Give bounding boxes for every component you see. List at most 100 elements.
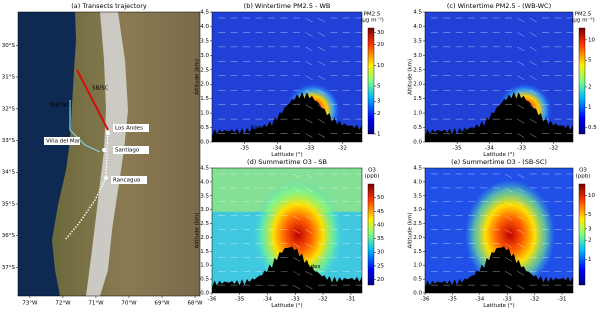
x-axis-label: Latitude (°) bbox=[271, 303, 302, 309]
wind-arrow bbox=[292, 229, 301, 234]
x-tick-label: 73°W bbox=[22, 301, 38, 307]
y-tick-label: 2.0 bbox=[200, 235, 209, 241]
y-tick-label: 4.0 bbox=[413, 24, 422, 30]
colorbar-tick-label: 10 bbox=[377, 63, 384, 69]
transect-points bbox=[64, 129, 109, 241]
colorbar-label: PM2.5 bbox=[575, 12, 592, 18]
y-tick-label: 2.5 bbox=[200, 67, 209, 73]
annotation: Rancagua bbox=[251, 125, 278, 131]
heatmap bbox=[212, 168, 363, 293]
wind-arrow bbox=[504, 229, 513, 234]
wind-arrow bbox=[305, 75, 313, 80]
x-tick-label: -33 bbox=[291, 297, 300, 303]
terrain bbox=[425, 91, 573, 142]
y-tick-label: 4.5 bbox=[200, 10, 209, 16]
x-tick-label: 68°W bbox=[187, 301, 203, 307]
wind-arrow bbox=[292, 257, 301, 262]
wind-arrow bbox=[317, 104, 326, 109]
wind-arrow bbox=[317, 61, 326, 66]
plot-frame bbox=[424, 11, 574, 143]
wind-arrow bbox=[305, 284, 313, 290]
annotation: Los Andes bbox=[292, 264, 320, 270]
wind-arrow bbox=[317, 118, 326, 124]
y-tick-label: 33°S bbox=[2, 138, 16, 144]
y-tick-label: 4.0 bbox=[413, 179, 422, 185]
site bbox=[106, 131, 110, 135]
wind-arrow bbox=[529, 46, 537, 52]
y-tick-label: 32°S bbox=[2, 106, 16, 112]
wind-arrow bbox=[517, 173, 525, 179]
colorbar-tick-label: 45 bbox=[377, 209, 384, 215]
place-label: SB/SC bbox=[92, 86, 109, 92]
y-axis-label: Altitude (km) bbox=[408, 59, 414, 95]
x-tick-label: -35 bbox=[235, 297, 244, 303]
wind-arrow bbox=[504, 215, 513, 220]
panel-title: (b) Wintertime PM2.5 - WB bbox=[244, 2, 331, 10]
wind-arrow bbox=[504, 257, 513, 262]
wind-arrow bbox=[292, 271, 301, 276]
colorbar-tick-label: 2 bbox=[377, 111, 381, 117]
y-tick-label: 4.5 bbox=[413, 166, 422, 172]
x-tick-label: 69°W bbox=[154, 301, 170, 307]
wind-arrow bbox=[305, 201, 313, 206]
wind-arrow bbox=[517, 229, 525, 234]
wind-arrow bbox=[504, 271, 513, 276]
y-tick-label: 3.0 bbox=[413, 53, 422, 59]
wind-arrow bbox=[517, 284, 525, 290]
colorbar-tick-label: 5 bbox=[588, 58, 592, 64]
y-tick-label: 0.0 bbox=[413, 291, 422, 297]
y-tick-label: 1.0 bbox=[200, 263, 209, 269]
colorbar-tick-label: 30 bbox=[377, 30, 384, 36]
x-tick-label: 72°W bbox=[55, 301, 71, 307]
colorbar-label: (ppb) bbox=[576, 174, 591, 180]
wind-arrow bbox=[517, 257, 525, 262]
wind-arrow bbox=[305, 187, 313, 193]
panel-title: (c) Wintertime PM2.5 - (WB-WC) bbox=[447, 2, 551, 10]
terrain bbox=[212, 91, 362, 142]
colorbar-label: (ppb) bbox=[365, 174, 380, 180]
x-tick-label: -31 bbox=[346, 297, 355, 303]
colorbar bbox=[578, 27, 586, 135]
colorbar-tick-label: 3 bbox=[588, 226, 592, 232]
colorbar bbox=[367, 183, 375, 286]
wind-arrow bbox=[305, 271, 313, 276]
map-frame bbox=[17, 11, 201, 297]
colorbar-tick-label: 25 bbox=[377, 263, 384, 269]
y-tick-label: 4.0 bbox=[200, 24, 209, 30]
y-tick-label: 1.5 bbox=[413, 249, 422, 255]
x-tick-label: -33 bbox=[517, 146, 526, 152]
colorbar-tick-label: 40 bbox=[377, 222, 384, 228]
x-tick-label: -32 bbox=[338, 146, 347, 152]
wind-arrow bbox=[292, 284, 301, 290]
annotation: Rancagua bbox=[248, 281, 275, 287]
wind-arrow bbox=[517, 46, 525, 52]
wind-arrow bbox=[504, 201, 513, 206]
x-tick-label: -34 bbox=[485, 146, 494, 152]
y-tick-label: 34°S bbox=[2, 170, 16, 176]
x-tick-label: -35 bbox=[448, 297, 457, 303]
y-tick-label: 3.5 bbox=[200, 193, 209, 199]
plot-frame bbox=[211, 167, 363, 294]
colorbar-tick-label: 0.5 bbox=[588, 125, 597, 131]
wind-arrow bbox=[317, 32, 326, 37]
heatmap bbox=[212, 12, 363, 142]
wind-arrow bbox=[305, 215, 313, 220]
y-tick-label: 1.5 bbox=[200, 249, 209, 255]
wind-arrow bbox=[305, 229, 313, 234]
y-tick-label: 2.5 bbox=[413, 67, 422, 73]
annotation: 5 ms⁻¹ bbox=[506, 123, 525, 130]
colorbar bbox=[578, 183, 586, 286]
y-tick-label: 3.0 bbox=[200, 207, 209, 213]
wind-arrow bbox=[317, 46, 326, 52]
wind-arrow bbox=[517, 32, 525, 37]
x-tick-label: -34 bbox=[475, 297, 484, 303]
y-tick-label: 3.5 bbox=[413, 193, 422, 199]
wind-arrow bbox=[305, 32, 313, 37]
wind-arrow bbox=[517, 118, 525, 124]
terrain bbox=[425, 246, 573, 293]
colorbar-tick-label: 20 bbox=[377, 42, 384, 48]
place-label: Rancagua bbox=[113, 178, 140, 184]
place-label: Santiago bbox=[115, 148, 140, 154]
wind-arrow bbox=[317, 75, 326, 80]
colorbar-tick-label: 50 bbox=[377, 195, 384, 201]
